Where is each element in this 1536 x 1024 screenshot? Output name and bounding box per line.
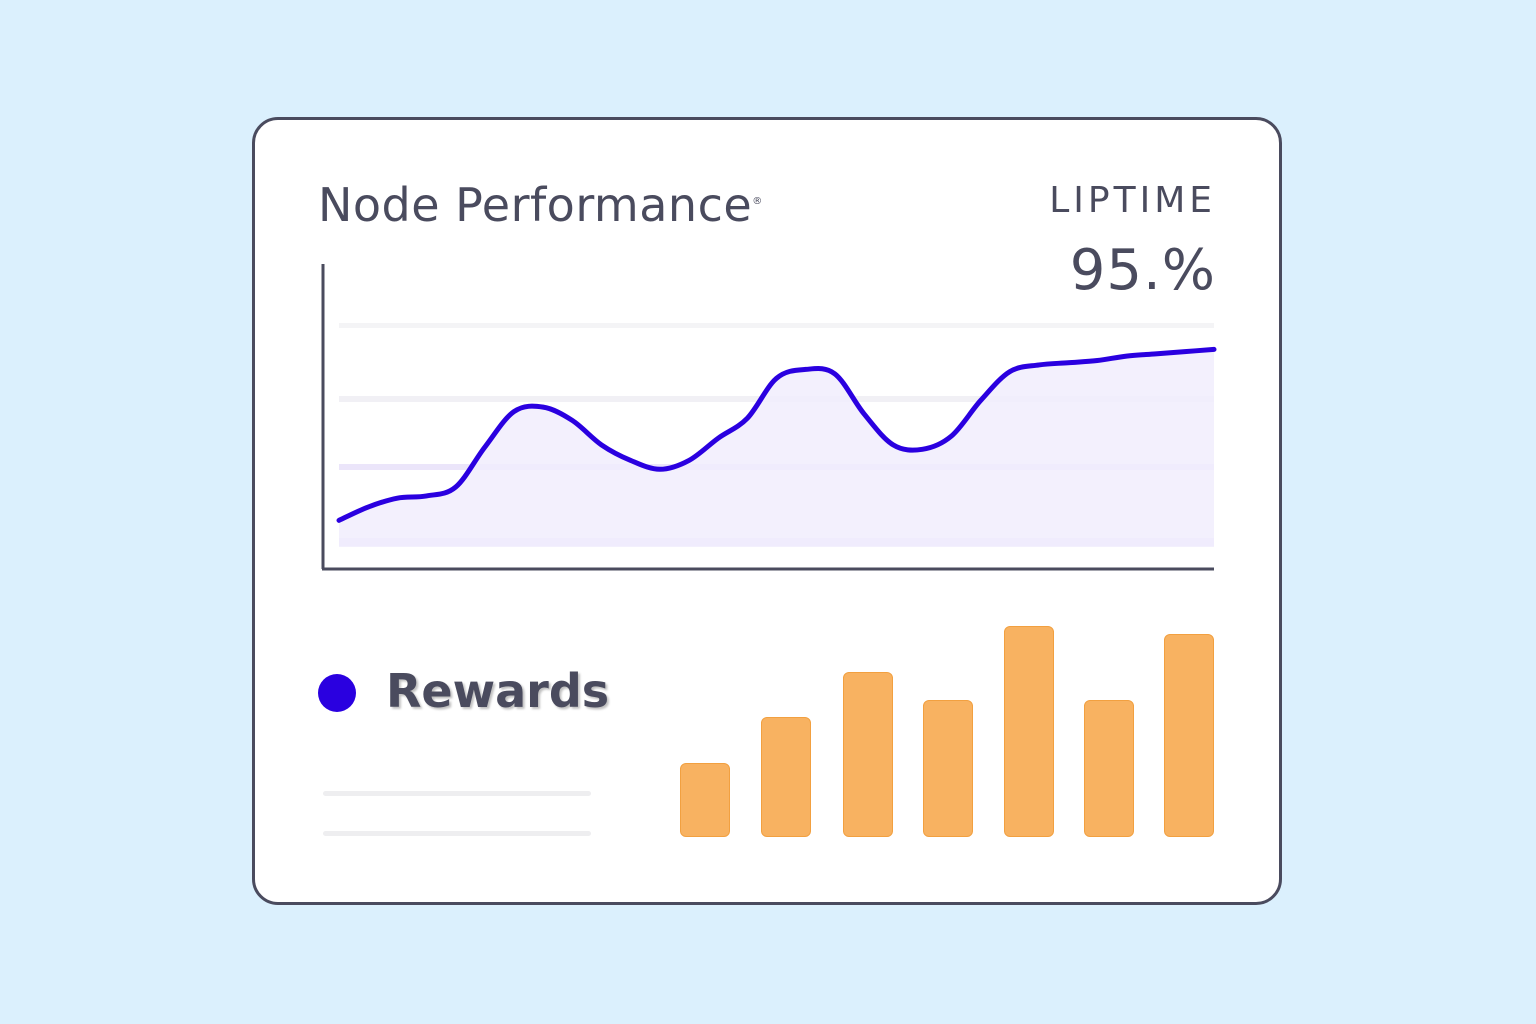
uptime-line [336, 346, 1217, 523]
uptime-area [339, 349, 1214, 547]
reward-bar [761, 716, 811, 837]
reward-bar [1084, 699, 1134, 837]
reward-bar [1004, 626, 1054, 837]
rewards-legend-dot [318, 674, 356, 712]
placeholder-line [323, 831, 591, 836]
reward-bar [843, 672, 893, 837]
reward-bar [923, 699, 973, 837]
uptime-value: 95.% [1069, 238, 1216, 303]
title-text: Node Performance [318, 178, 753, 232]
registered-mark: ® [752, 196, 763, 207]
rewards-legend-label: Rewards [386, 664, 610, 718]
reward-bar [680, 763, 730, 837]
reward-bar [1164, 634, 1214, 837]
placeholder-line [323, 791, 591, 796]
uptime-label: LIPTIME [1049, 180, 1216, 221]
card-title: Node Performance® [318, 178, 763, 232]
